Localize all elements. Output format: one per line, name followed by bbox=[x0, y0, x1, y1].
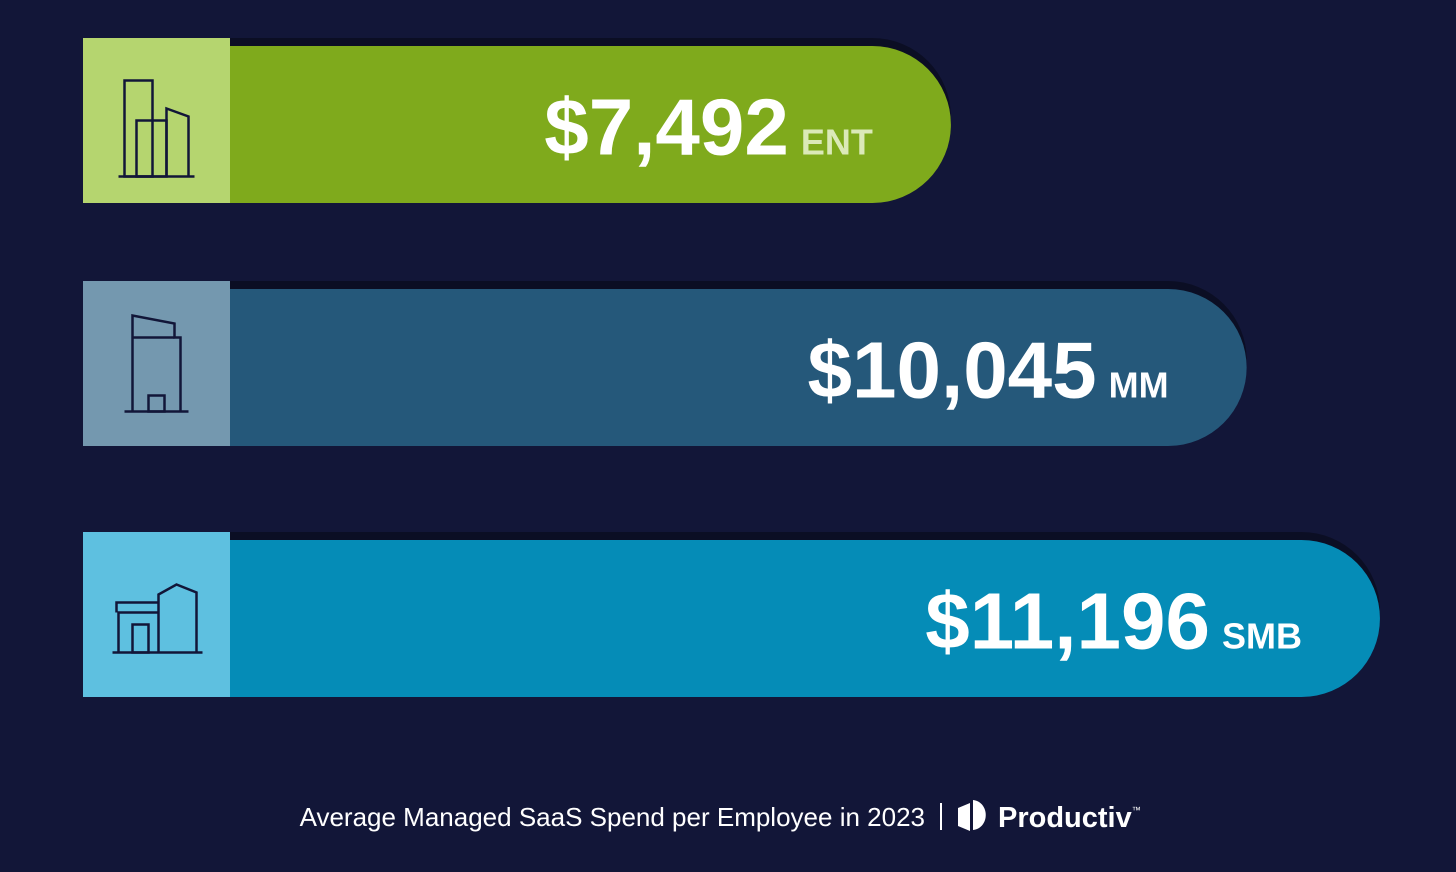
bar bbox=[83, 540, 1380, 697]
icon-part bbox=[157, 583, 198, 653]
bar bbox=[83, 289, 1247, 446]
bar-row: $7,492 ENT bbox=[83, 38, 951, 203]
bar-row: $11,196 SMB bbox=[83, 532, 1380, 697]
value-label: $10,045 bbox=[807, 326, 1096, 415]
value-label: $7,492 bbox=[544, 83, 789, 172]
logo-left bbox=[958, 803, 970, 831]
category-label: SMB bbox=[1222, 616, 1302, 657]
brand-text: Productiv bbox=[998, 802, 1132, 834]
icon-part bbox=[115, 601, 159, 613]
bar-label: $10,045 MM bbox=[807, 326, 1168, 415]
bar-row: $10,045 MM bbox=[83, 281, 1247, 446]
brand-logo bbox=[958, 800, 986, 831]
value-label: $11,196 bbox=[925, 577, 1210, 666]
chart-title: Average Managed SaaS Spend per Employee … bbox=[300, 802, 925, 832]
category-label: ENT bbox=[801, 122, 873, 163]
icon-box bbox=[83, 532, 230, 697]
bar bbox=[83, 46, 951, 203]
icon-part bbox=[117, 611, 159, 653]
icon-part bbox=[165, 106, 190, 177]
icon-box bbox=[83, 281, 230, 446]
bar-label: $11,196 SMB bbox=[925, 577, 1302, 666]
category-label: MM bbox=[1109, 365, 1169, 406]
trademark: ™ bbox=[1132, 805, 1141, 815]
logo-right bbox=[973, 800, 986, 830]
bar-label: $7,492 ENT bbox=[544, 83, 873, 172]
icon-part bbox=[131, 313, 182, 412]
brand-name: Productiv™ bbox=[998, 802, 1141, 834]
